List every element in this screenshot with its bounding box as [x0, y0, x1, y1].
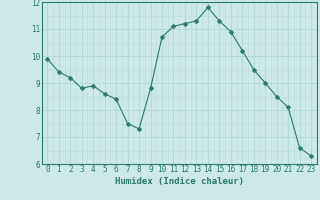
X-axis label: Humidex (Indice chaleur): Humidex (Indice chaleur): [115, 177, 244, 186]
